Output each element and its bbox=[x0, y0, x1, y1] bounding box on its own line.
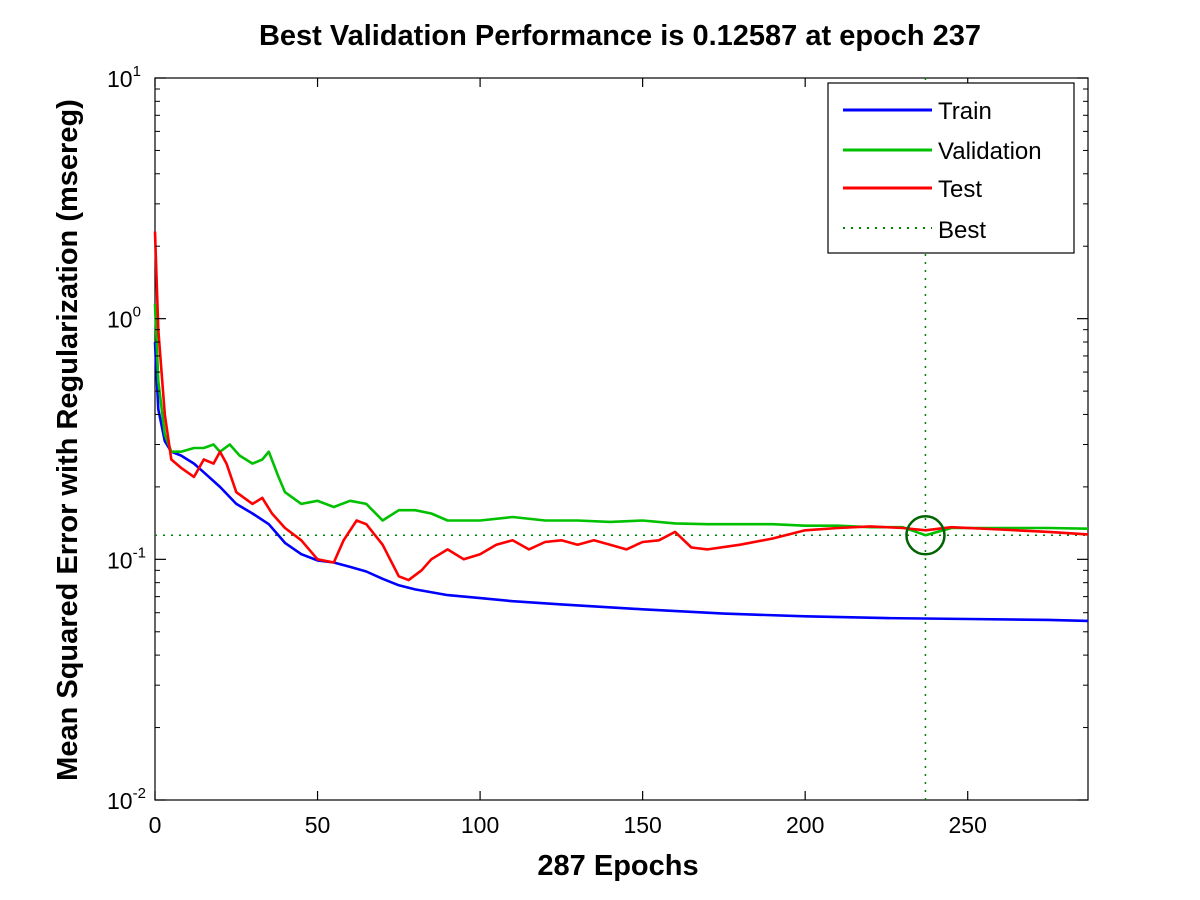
x-tick-label: 150 bbox=[623, 812, 661, 838]
legend-label-test: Test bbox=[938, 176, 982, 203]
legend-label-train: Train bbox=[938, 98, 992, 125]
series-lines bbox=[153, 231, 1089, 623]
best-marker bbox=[905, 515, 946, 556]
best-marker-group bbox=[905, 515, 946, 556]
y-axis-label: Mean Squared Error with Regularization (… bbox=[52, 99, 84, 781]
legend-label-best: Best bbox=[938, 217, 986, 244]
chart-title: Best Validation Performance is 0.12587 a… bbox=[259, 20, 981, 52]
series-line-validation bbox=[153, 304, 1089, 537]
series-line-test bbox=[153, 231, 1089, 582]
x-tick-label: 50 bbox=[305, 812, 331, 838]
legend-label-validation: Validation bbox=[938, 138, 1042, 165]
y-tick-label: 10-2 bbox=[107, 785, 146, 814]
x-tick-label: 200 bbox=[786, 812, 824, 838]
y-tick-label: 101 bbox=[107, 63, 141, 92]
legend: Train Validation Test Best bbox=[827, 82, 1075, 254]
x-axis-ticks: 0 50 100 150 200 250 bbox=[149, 78, 987, 838]
x-tick-label: 0 bbox=[149, 812, 162, 838]
y-axis-ticks: 10-2 10-1 100 101 bbox=[107, 63, 1088, 814]
y-tick-label: 10-1 bbox=[107, 544, 146, 573]
series-line-train bbox=[153, 341, 1089, 623]
x-tick-label: 100 bbox=[461, 812, 499, 838]
x-axis-label: 287 Epochs bbox=[537, 850, 698, 882]
x-tick-label: 250 bbox=[949, 812, 987, 838]
y-tick-label: 100 bbox=[107, 304, 141, 333]
